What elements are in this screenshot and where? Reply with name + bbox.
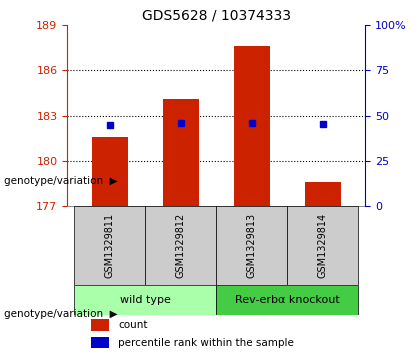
Text: GSM1329812: GSM1329812 <box>176 212 186 278</box>
Bar <box>92 136 128 206</box>
Bar <box>91 337 109 348</box>
Text: Rev-erbα knockout: Rev-erbα knockout <box>235 295 340 305</box>
Text: GSM1329811: GSM1329811 <box>105 212 115 278</box>
Bar <box>234 46 270 206</box>
Bar <box>163 99 199 206</box>
Text: genotype/variation  ▶: genotype/variation ▶ <box>4 176 118 187</box>
Bar <box>287 206 358 285</box>
Text: GSM1329813: GSM1329813 <box>247 212 257 278</box>
Text: wild type: wild type <box>120 295 171 305</box>
Bar <box>91 319 109 331</box>
Bar <box>74 285 216 315</box>
Bar <box>74 206 145 285</box>
Text: count: count <box>118 320 147 330</box>
Title: GDS5628 / 10374333: GDS5628 / 10374333 <box>142 9 291 23</box>
Bar <box>145 206 216 285</box>
Text: genotype/variation  ▶: genotype/variation ▶ <box>4 309 118 319</box>
Text: percentile rank within the sample: percentile rank within the sample <box>118 338 294 348</box>
Text: GSM1329814: GSM1329814 <box>318 212 328 278</box>
Bar <box>305 182 341 206</box>
Bar <box>216 285 358 315</box>
Bar <box>216 206 287 285</box>
